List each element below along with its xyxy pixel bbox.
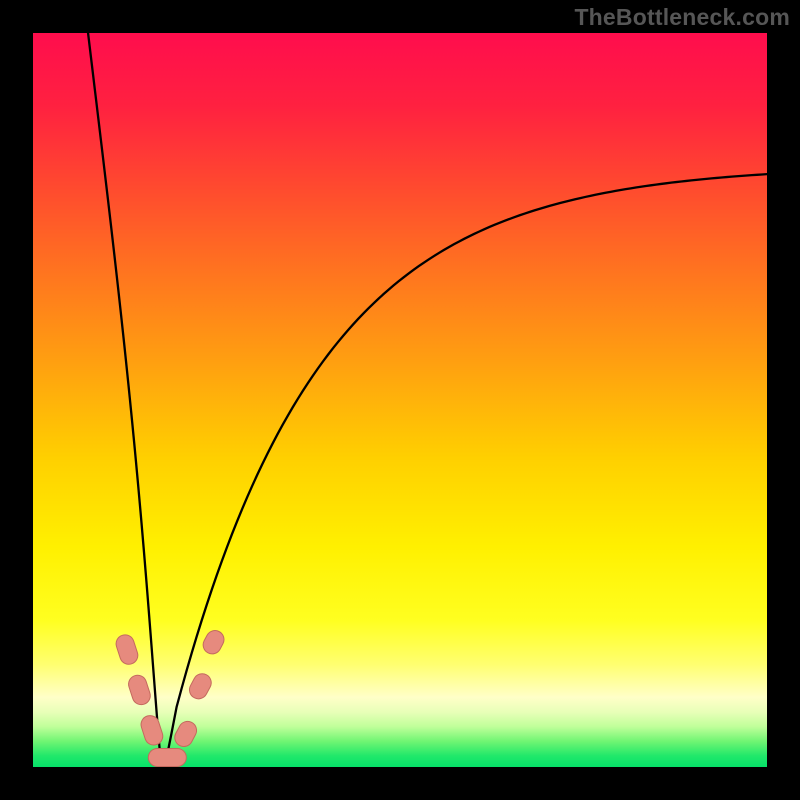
figure-frame: TheBottleneck.com	[0, 0, 800, 800]
plot-background	[33, 33, 767, 767]
chart-svg	[0, 0, 800, 800]
watermark-text: TheBottleneck.com	[574, 4, 790, 31]
marker-capsule	[148, 748, 186, 766]
